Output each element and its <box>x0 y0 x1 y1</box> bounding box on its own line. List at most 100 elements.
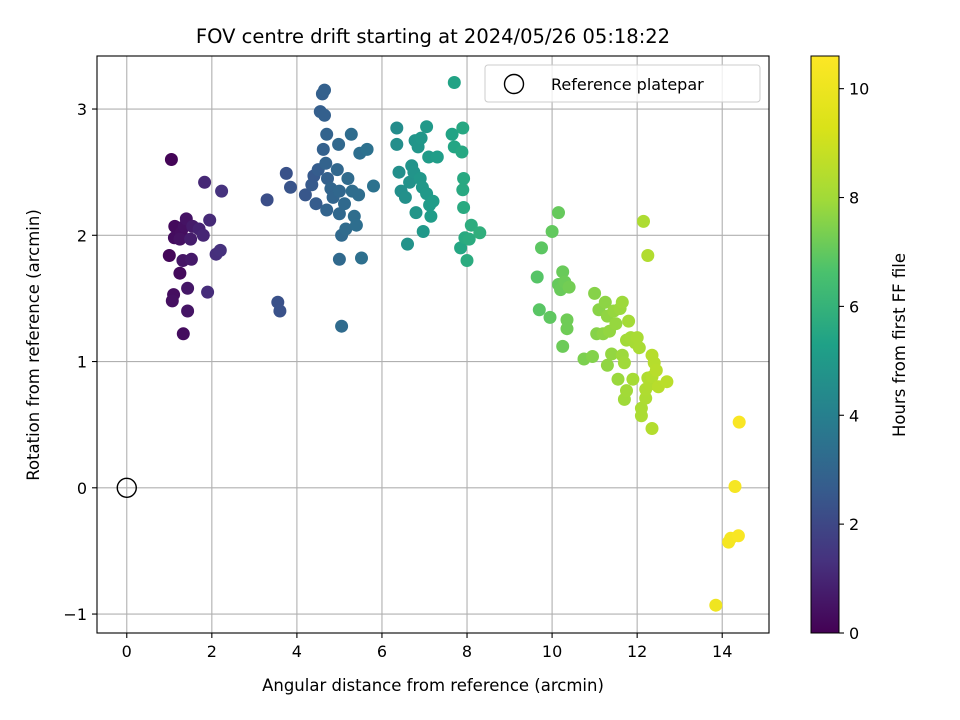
data-point <box>320 203 334 217</box>
x-tick-label: 14 <box>712 642 732 661</box>
data-point <box>609 317 623 331</box>
data-point <box>332 184 346 198</box>
data-point <box>330 163 344 177</box>
legend-box <box>484 64 761 103</box>
data-point <box>552 206 565 220</box>
data-point <box>339 222 353 236</box>
y-tick-label: 0 <box>77 479 87 498</box>
legend: Reference platepar <box>484 64 761 103</box>
data-point <box>617 356 631 370</box>
data-point <box>401 237 414 251</box>
data-point <box>454 241 468 255</box>
data-point <box>457 201 471 214</box>
data-point <box>184 232 198 246</box>
data-point <box>535 241 548 255</box>
data-point <box>398 190 412 204</box>
data-point <box>215 184 229 198</box>
data-point <box>424 209 438 223</box>
data-point <box>543 310 557 324</box>
data-point <box>173 266 187 280</box>
data-point <box>409 206 423 220</box>
data-point <box>184 252 198 266</box>
data-point <box>318 108 331 122</box>
data-point <box>641 249 655 262</box>
data-point <box>320 127 334 141</box>
data-point <box>447 76 461 89</box>
data-point <box>309 197 323 211</box>
data-point <box>426 194 440 208</box>
data-point <box>556 339 570 353</box>
data-point <box>626 372 640 386</box>
data-point <box>630 331 644 345</box>
data-point <box>632 341 646 355</box>
data-point <box>430 150 444 164</box>
data-point <box>731 529 745 543</box>
data-point <box>460 254 474 267</box>
x-tick-label: 0 <box>122 642 132 661</box>
data-point <box>732 415 746 429</box>
data-point <box>462 232 476 246</box>
reference-platepar-marker <box>116 477 137 499</box>
data-point <box>198 175 212 189</box>
data-point <box>403 175 417 189</box>
data-point <box>181 304 195 318</box>
data-point <box>165 294 179 308</box>
data-point <box>588 286 602 300</box>
x-axis-label: Angular distance from reference (arcmin) <box>262 676 604 695</box>
data-point <box>332 207 346 221</box>
data-point <box>319 156 333 170</box>
data-point <box>360 142 374 156</box>
data-point <box>611 372 625 386</box>
data-point <box>637 214 650 228</box>
data-point <box>556 265 570 279</box>
data-point <box>260 193 274 207</box>
data-point <box>355 251 368 265</box>
data-point <box>318 83 331 97</box>
data-point <box>456 183 470 197</box>
x-tick-label: 12 <box>627 642 647 661</box>
data-point <box>639 391 653 405</box>
data-point <box>196 228 210 242</box>
data-point <box>392 165 406 179</box>
data-point <box>634 401 648 415</box>
chart-title: FOV centre drift starting at 2024/05/26 … <box>196 25 670 48</box>
colorbar-gradient <box>810 55 840 634</box>
data-point <box>162 249 176 262</box>
data-point <box>457 172 471 185</box>
data-point <box>284 180 297 194</box>
data-point <box>176 327 190 341</box>
data-point <box>728 480 742 493</box>
data-point <box>456 121 470 135</box>
data-point <box>615 295 629 309</box>
grid-lines <box>97 56 769 633</box>
y-tick-label: −1 <box>63 605 87 624</box>
x-tick-label: 6 <box>377 642 387 661</box>
data-point <box>332 137 346 151</box>
colorbar-tick-label: 10 <box>849 80 869 99</box>
data-point <box>622 314 636 328</box>
data-points <box>162 76 746 612</box>
data-point <box>352 188 366 202</box>
data-point <box>335 319 349 333</box>
data-point <box>545 225 559 238</box>
data-point <box>660 375 674 389</box>
data-point <box>414 131 428 145</box>
y-tick-label: 3 <box>77 100 87 119</box>
data-point <box>213 243 227 257</box>
colorbar-label: Hours from first FF file <box>890 253 909 437</box>
data-point <box>530 270 544 284</box>
data-point <box>605 347 619 361</box>
data-point <box>332 252 346 266</box>
data-point <box>532 303 546 317</box>
data-point <box>445 127 459 141</box>
colorbar-tick-label: 2 <box>849 515 859 534</box>
x-tick-label: 10 <box>542 642 562 661</box>
data-point <box>416 225 430 238</box>
data-point <box>390 121 404 135</box>
data-point <box>341 172 355 185</box>
data-point <box>298 188 312 202</box>
data-point <box>562 280 576 294</box>
data-point <box>316 142 330 156</box>
